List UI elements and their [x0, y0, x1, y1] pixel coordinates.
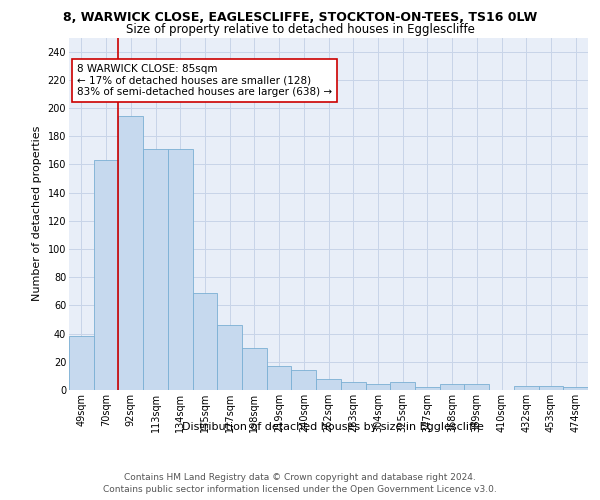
- Bar: [514, 386, 539, 390]
- Text: Contains HM Land Registry data © Crown copyright and database right 2024.
Contai: Contains HM Land Registry data © Crown c…: [103, 472, 497, 494]
- Bar: [143, 149, 168, 390]
- Bar: [563, 387, 588, 390]
- Bar: [390, 382, 415, 390]
- Text: 8 WARWICK CLOSE: 85sqm
← 17% of detached houses are smaller (128)
83% of semi-de: 8 WARWICK CLOSE: 85sqm ← 17% of detached…: [77, 64, 332, 97]
- Bar: [217, 325, 242, 390]
- Text: Size of property relative to detached houses in Egglescliffe: Size of property relative to detached ho…: [125, 22, 475, 36]
- Bar: [242, 348, 267, 390]
- Bar: [316, 378, 341, 390]
- Bar: [415, 387, 440, 390]
- Bar: [69, 336, 94, 390]
- Bar: [539, 386, 563, 390]
- Bar: [292, 370, 316, 390]
- Bar: [267, 366, 292, 390]
- Bar: [440, 384, 464, 390]
- Bar: [168, 149, 193, 390]
- Text: Distribution of detached houses by size in Egglescliffe: Distribution of detached houses by size …: [182, 422, 484, 432]
- Bar: [193, 292, 217, 390]
- Text: 8, WARWICK CLOSE, EAGLESCLIFFE, STOCKTON-ON-TEES, TS16 0LW: 8, WARWICK CLOSE, EAGLESCLIFFE, STOCKTON…: [63, 11, 537, 24]
- Bar: [118, 116, 143, 390]
- Y-axis label: Number of detached properties: Number of detached properties: [32, 126, 42, 302]
- Bar: [365, 384, 390, 390]
- Bar: [341, 382, 365, 390]
- Bar: [464, 384, 489, 390]
- Bar: [94, 160, 118, 390]
